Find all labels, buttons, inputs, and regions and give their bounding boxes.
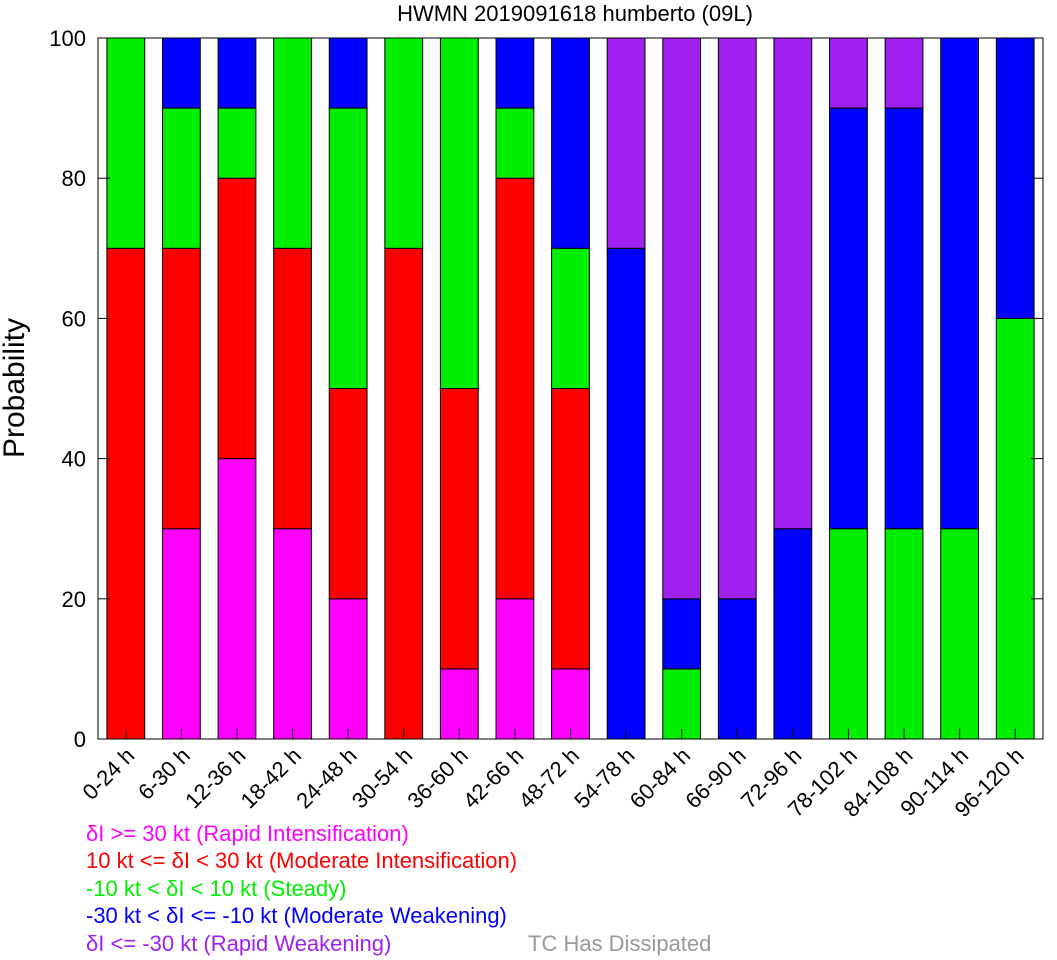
- bar-segment-7-2: [495, 107, 535, 179]
- chart-title: HWMN 2019091618 humberto (09L): [397, 1, 753, 26]
- bar-segment-10-2: [662, 668, 702, 740]
- axes-group: [97, 37, 1044, 740]
- bar-segment-1-3: [161, 37, 201, 109]
- y-axis-label: Probability: [0, 318, 31, 458]
- legend-tc-dissipated: TC Has Dissipated: [528, 931, 712, 956]
- legend-steady: -10 kt < δI < 10 kt (Steady): [86, 876, 347, 901]
- bar-segment-13-4: [829, 37, 868, 109]
- bar-segment-11-4: [717, 37, 757, 600]
- x-tick-label: 30-54 h: [347, 743, 417, 813]
- x-tick-label: 48-72 h: [514, 743, 584, 813]
- y-tick-label: 100: [49, 26, 86, 51]
- bar-segment-7-3: [495, 37, 535, 109]
- bar-segment-1-1: [161, 247, 201, 530]
- bar-segment-4-3: [328, 37, 368, 109]
- bar-segment-2-0: [217, 458, 257, 740]
- bar-segment-8-1: [551, 388, 590, 670]
- y-tick-labels: 0 20 40 60 80 100: [49, 26, 86, 752]
- bar-segment-6-0: [439, 668, 479, 740]
- y-tick-label: 0: [74, 727, 86, 752]
- bar-segment-3-0: [273, 528, 312, 740]
- bar-segment-12-3: [773, 528, 813, 740]
- bar-segment-5-1: [384, 247, 424, 740]
- x-tick-labels: 0-24 h6-30 h12-36 h18-42 h24-48 h30-54 h…: [78, 743, 1029, 822]
- legend-rapid-weakening: δI <= -30 kt (Rapid Weakening): [86, 931, 392, 956]
- x-tick-label: 54-78 h: [569, 743, 639, 813]
- bar-segment-12-4: [773, 37, 813, 530]
- bar-segment-5-2: [384, 37, 424, 249]
- bar-segment-15-2: [940, 528, 980, 740]
- x-tick-label: 42-66 h: [458, 743, 528, 813]
- bar-segment-2-2: [217, 107, 257, 179]
- y-tick-label: 20: [62, 587, 86, 612]
- bar-segment-8-0: [551, 668, 590, 740]
- bar-segment-0-2: [106, 37, 146, 249]
- bar-segment-10-4: [662, 37, 702, 600]
- y-tick-label: 40: [62, 447, 86, 472]
- bar-segment-16-2: [995, 317, 1035, 740]
- x-tick-label: 36-60 h: [402, 743, 472, 813]
- bars-group: [106, 37, 1035, 740]
- legend-rapid-intensification: δI >= 30 kt (Rapid Intensification): [86, 821, 409, 846]
- bar-segment-1-2: [161, 107, 201, 249]
- y-tick-label: 60: [62, 306, 86, 331]
- bar-segment-8-3: [551, 37, 590, 249]
- bar-segment-14-2: [884, 528, 924, 740]
- bar-segment-7-1: [495, 177, 535, 600]
- bar-segment-8-2: [551, 247, 590, 389]
- bar-segment-3-1: [273, 247, 312, 530]
- x-tick-label: 12-36 h: [180, 743, 250, 813]
- legend-moderate-intensification: 10 kt <= δI < 30 kt (Moderate Intensific…: [86, 848, 518, 873]
- bar-segment-11-3: [717, 598, 757, 740]
- bar-segment-1-0: [161, 528, 201, 740]
- bar-segment-9-4: [606, 37, 646, 249]
- bar-segment-2-1: [217, 177, 257, 460]
- bar-segment-4-0: [328, 598, 368, 740]
- legend-moderate-weakening: -30 kt < δI <= -10 kt (Moderate Weakenin…: [86, 903, 507, 928]
- bar-segment-15-3: [940, 37, 980, 530]
- bar-segment-9-3: [606, 247, 646, 740]
- bar-segment-7-0: [495, 598, 535, 740]
- bar-segment-6-2: [439, 37, 479, 389]
- bar-segment-0-1: [106, 247, 146, 740]
- x-tick-label: 24-48 h: [291, 743, 361, 813]
- bar-segment-16-3: [995, 37, 1035, 319]
- x-tick-label: 66-90 h: [680, 743, 750, 813]
- bar-segment-13-2: [829, 528, 868, 740]
- bar-segment-3-2: [273, 37, 312, 249]
- bar-segment-6-1: [439, 388, 479, 670]
- bar-segment-14-4: [884, 37, 924, 109]
- y-tick-label: 80: [62, 166, 86, 191]
- bar-segment-10-3: [662, 598, 702, 670]
- x-tick-label: 18-42 h: [236, 743, 306, 813]
- bar-segment-2-3: [217, 37, 257, 109]
- bar-segment-13-3: [829, 107, 868, 530]
- bar-segment-4-1: [328, 388, 368, 600]
- bar-segment-14-3: [884, 107, 924, 530]
- bar-segment-4-2: [328, 107, 368, 389]
- x-tick-label: 0-24 h: [78, 743, 140, 805]
- x-tick-label: 60-84 h: [625, 743, 695, 813]
